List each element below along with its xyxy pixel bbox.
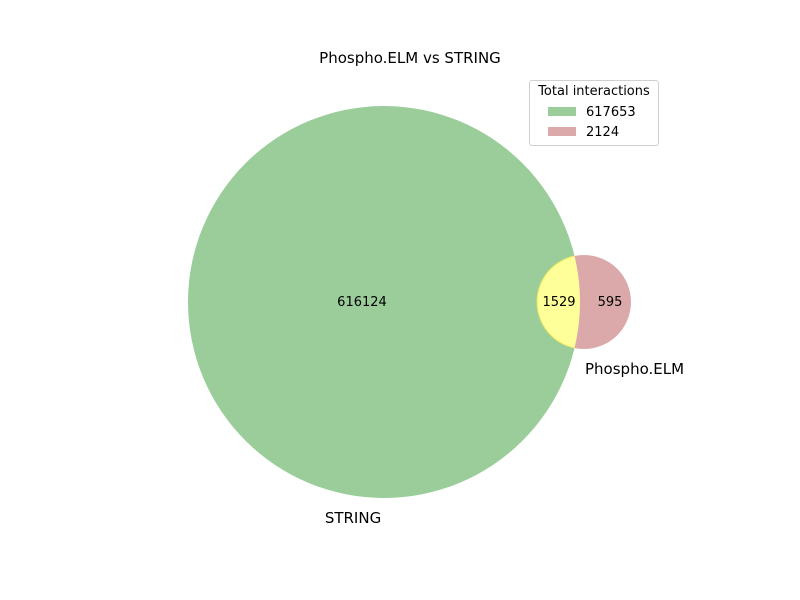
legend-label-phosphoelm: 2124 — [586, 125, 620, 140]
legend-title: Total interactions — [538, 84, 650, 99]
value-string-only: 616124 — [337, 295, 387, 310]
legend-entry-phosphoelm: 2124 — [548, 125, 619, 141]
legend-entry-string: 617653 — [548, 105, 636, 121]
legend-label-string: 617653 — [586, 105, 636, 120]
venn-intersection-region — [536, 254, 580, 350]
venn-circle-string — [188, 106, 580, 498]
value-phosphoelm-only: 595 — [598, 295, 623, 310]
chart-title: Phospho.ELM vs STRING — [319, 49, 501, 67]
set-label-string: STRING — [325, 509, 381, 527]
legend-swatch-phosphoelm — [548, 127, 576, 136]
legend-swatch-string — [548, 107, 576, 116]
set-label-phosphoelm: Phospho.ELM — [585, 360, 684, 378]
value-intersection: 1529 — [542, 295, 575, 310]
legend: Total interactions 617653 2124 — [529, 80, 659, 146]
